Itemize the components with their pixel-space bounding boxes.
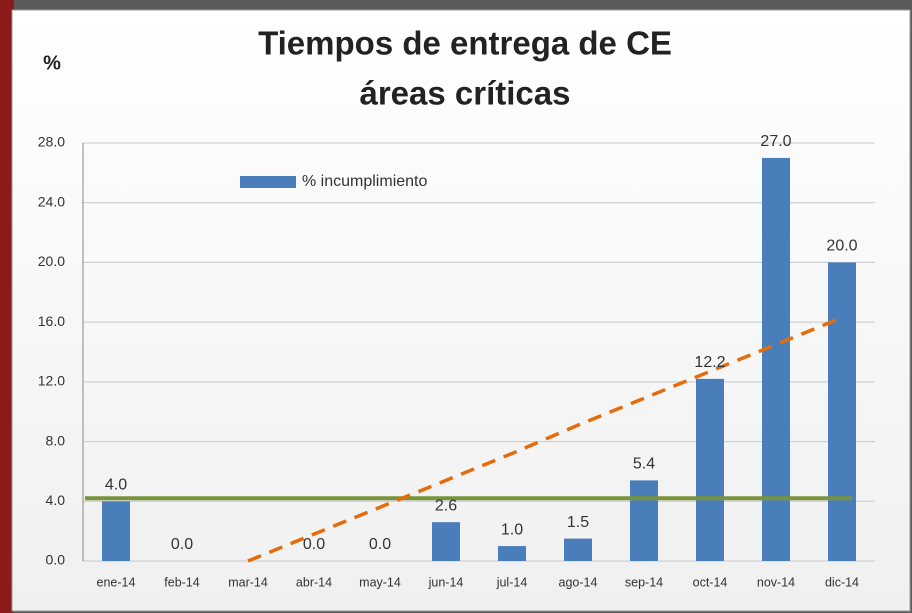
data-label: 4.0 [105,477,127,494]
chart-panel [11,9,911,612]
x-tick-label: jul-14 [496,575,528,589]
bar [828,262,856,561]
data-label: 20.0 [826,238,857,255]
y-tick-label: 24.0 [38,193,65,209]
bar [102,501,130,561]
chart-subtitle: áreas críticas [359,75,570,112]
y-tick-label: 12.0 [38,373,65,389]
x-tick-label: nov-14 [757,575,795,589]
data-label: 0.0 [303,536,325,553]
y-axis-label: % [43,52,61,74]
data-label: 2.6 [435,497,457,514]
x-tick-label: oct-14 [693,575,728,589]
x-tick-label: sep-14 [625,575,663,589]
y-tick-label: 0.0 [46,552,66,568]
x-tick-label: feb-14 [164,575,199,589]
data-label: 1.5 [567,514,589,531]
bar [432,522,460,561]
x-tick-label: dic-14 [825,575,859,589]
data-label: 27.0 [760,133,791,150]
x-tick-label: abr-14 [296,575,332,589]
x-tick-label: mar-14 [228,575,268,589]
legend-label: % incumplimiento [302,173,427,190]
y-tick-label: 28.0 [38,134,65,150]
bar [498,546,526,561]
data-label: 1.0 [501,521,523,538]
x-tick-label: may-14 [359,575,401,589]
bar [762,157,790,561]
x-tick-label: jun-14 [428,575,464,589]
y-tick-label: 16.0 [38,313,65,329]
bar [564,538,592,561]
chart-title: Tiempos de entrega de CE [258,25,672,62]
y-tick-label: 8.0 [46,432,66,448]
y-tick-label: 4.0 [46,492,66,508]
x-tick-label: ene-14 [97,575,136,589]
left-stripe [0,0,14,613]
x-tick-label: ago-14 [559,575,598,589]
legend-swatch [240,176,296,188]
data-label: 12.2 [694,354,725,371]
y-tick-label: 20.0 [38,253,65,269]
data-label: 0.0 [369,536,391,553]
trendline [247,316,843,563]
data-label: 0.0 [171,536,193,553]
bar [696,378,724,561]
bar [630,480,658,561]
data-label: 5.4 [633,456,655,473]
